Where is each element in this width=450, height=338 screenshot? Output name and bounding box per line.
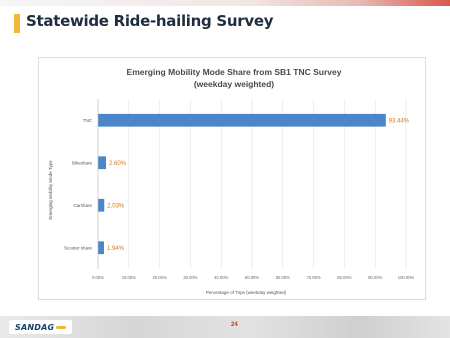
y-axis-label: Emerging Mobility Mode Type	[48, 160, 53, 220]
x-tick-label: 60.00%	[276, 275, 290, 280]
data-label: 1.94%	[107, 246, 125, 252]
chart-subtitle: (weekday weighted)	[194, 79, 274, 89]
x-tick-label: 90.00%	[368, 275, 382, 280]
x-tick-label: 40.00%	[214, 275, 228, 280]
data-label: 93.44%	[389, 118, 410, 124]
slide-title: Statewide Ride-hailing Survey	[26, 12, 274, 30]
title-accent-mark	[14, 14, 20, 33]
category-label: TNC	[83, 118, 93, 123]
x-tick-label: 70.00%	[306, 275, 320, 280]
x-axis-label: Percentage of Trips (weekday weighted)	[206, 290, 287, 295]
logo-swoosh-icon	[56, 325, 67, 329]
bar	[98, 241, 104, 255]
sandag-logo: SANDAG	[9, 320, 73, 334]
x-tick-label: 20.00%	[152, 275, 166, 280]
top-accent-bar	[0, 0, 450, 6]
chart-frame	[38, 57, 426, 300]
x-tick-label: 80.00%	[337, 275, 351, 280]
x-tick-label: 30.00%	[183, 275, 197, 280]
category-label: Scooter share	[64, 245, 93, 250]
logo-text: SANDAG	[15, 322, 55, 332]
footer-band	[0, 316, 450, 338]
bar	[98, 156, 107, 170]
x-tick-label: 50.00%	[245, 275, 259, 280]
chart-title: Emerging Mobility Mode Share from SB1 TN…	[127, 67, 342, 77]
x-tick-label: 100.00%	[398, 275, 415, 280]
category-label: Bikeshare	[72, 160, 93, 165]
mode-share-chart: Emerging Mobility Mode Share from SB1 TN…	[48, 67, 415, 295]
page-number: 24	[231, 322, 238, 328]
bar	[98, 198, 105, 212]
data-label: 2.60%	[109, 161, 127, 167]
x-tick-label: 0.00%	[92, 275, 104, 280]
x-tick-label: 10.00%	[122, 275, 136, 280]
data-label: 2.03%	[107, 203, 125, 209]
bar	[98, 113, 386, 127]
category-label: Carshare	[73, 203, 92, 208]
